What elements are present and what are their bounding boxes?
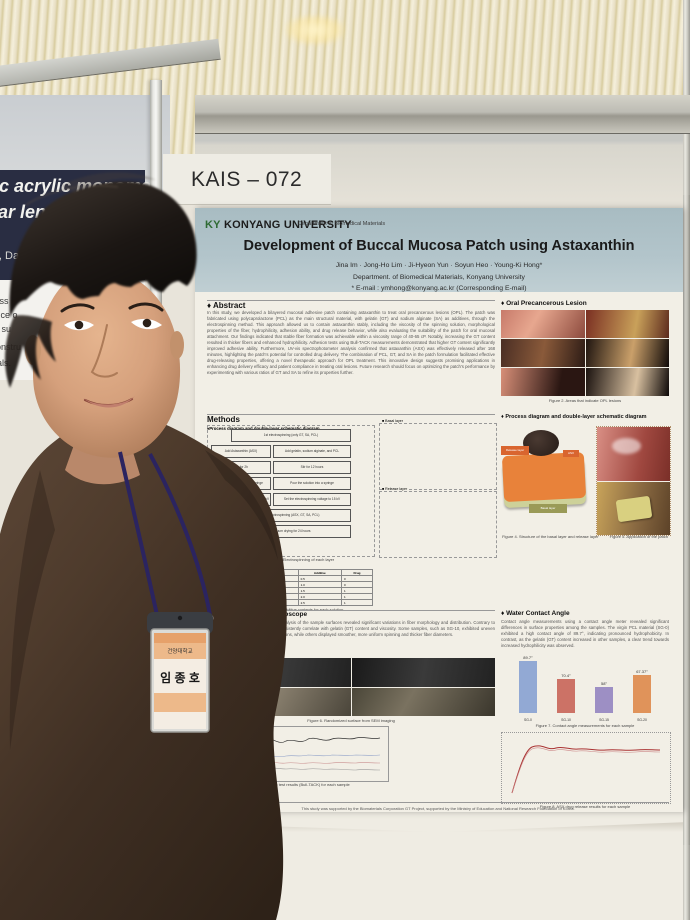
svg-text:건양대학교: 건양대학교	[167, 647, 192, 655]
svg-text:임 종 호: 임 종 호	[160, 671, 200, 685]
